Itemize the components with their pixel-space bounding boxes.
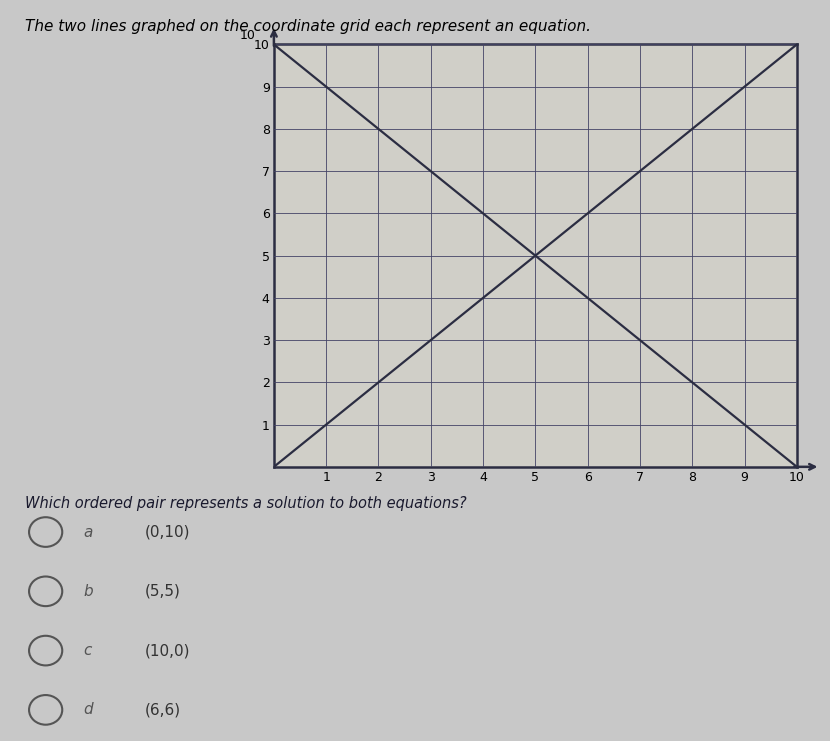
Text: The two lines graphed on the coordinate grid each represent an equation.: The two lines graphed on the coordinate … <box>25 19 591 33</box>
Text: (0,10): (0,10) <box>145 525 191 539</box>
Text: c: c <box>83 643 91 658</box>
Text: d: d <box>83 702 93 717</box>
Text: (10,0): (10,0) <box>145 643 191 658</box>
Text: (6,6): (6,6) <box>145 702 182 717</box>
Text: 10: 10 <box>240 30 256 42</box>
Text: Which ordered pair represents a solution to both equations?: Which ordered pair represents a solution… <box>25 496 466 511</box>
Text: a: a <box>83 525 92 539</box>
Text: b: b <box>83 584 93 599</box>
Text: (5,5): (5,5) <box>145 584 181 599</box>
